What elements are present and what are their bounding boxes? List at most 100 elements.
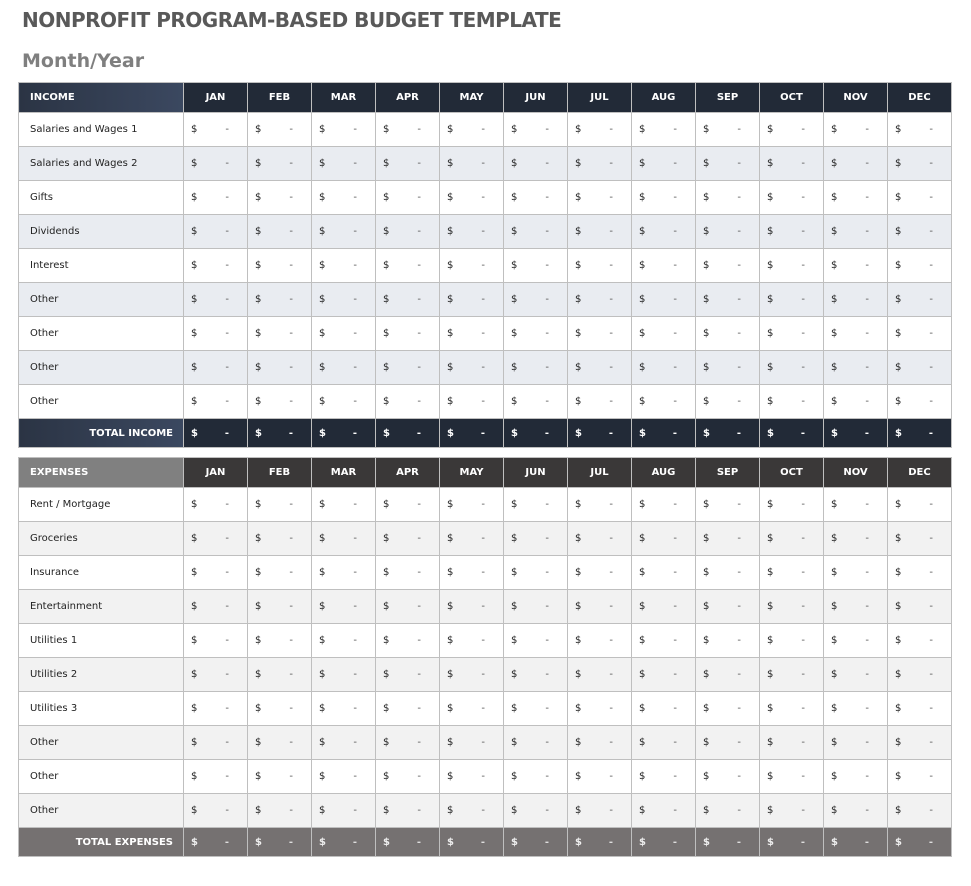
expenses-row-cell-oct[interactable]: $ -	[759, 759, 824, 794]
income-row-cell-mar[interactable]: $ -	[311, 248, 376, 283]
expenses-row-cell-oct[interactable]: $ -	[759, 521, 824, 556]
expenses-row-cell-dec[interactable]: $ -	[887, 691, 952, 726]
income-row-cell-may[interactable]: $ -	[439, 248, 504, 283]
expenses-row-cell-sep[interactable]: $ -	[695, 793, 760, 828]
expenses-row-cell-apr[interactable]: $ -	[375, 623, 440, 658]
income-row-cell-jun[interactable]: $ -	[503, 350, 568, 385]
income-row-cell-nov[interactable]: $ -	[823, 180, 888, 215]
expenses-row-cell-mar[interactable]: $ -	[311, 657, 376, 692]
expenses-row-cell-apr[interactable]: $ -	[375, 657, 440, 692]
income-row-cell-nov[interactable]: $ -	[823, 384, 888, 419]
expenses-row-cell-jun[interactable]: $ -	[503, 793, 568, 828]
expenses-row-cell-jan[interactable]: $ -	[183, 487, 248, 522]
income-row-cell-jan[interactable]: $ -	[183, 316, 248, 351]
income-row-cell-aug[interactable]: $ -	[631, 282, 696, 317]
expenses-row-cell-jul[interactable]: $ -	[567, 759, 632, 794]
expenses-row-cell-apr[interactable]: $ -	[375, 691, 440, 726]
expenses-row-cell-jun[interactable]: $ -	[503, 521, 568, 556]
expenses-row-cell-aug[interactable]: $ -	[631, 657, 696, 692]
expenses-row-cell-dec[interactable]: $ -	[887, 487, 952, 522]
income-row-cell-sep[interactable]: $ -	[695, 146, 760, 181]
expenses-row-cell-mar[interactable]: $ -	[311, 793, 376, 828]
expenses-row-cell-jun[interactable]: $ -	[503, 623, 568, 658]
expenses-row-cell-feb[interactable]: $ -	[247, 521, 312, 556]
expenses-row-cell-feb[interactable]: $ -	[247, 555, 312, 590]
expenses-row-cell-feb[interactable]: $ -	[247, 487, 312, 522]
income-row-cell-jul[interactable]: $ -	[567, 384, 632, 419]
expenses-row-cell-dec[interactable]: $ -	[887, 793, 952, 828]
income-row-cell-feb[interactable]: $ -	[247, 384, 312, 419]
expenses-total-row-cell-apr[interactable]: $ -	[375, 827, 440, 857]
income-row-cell-mar[interactable]: $ -	[311, 214, 376, 249]
expenses-row-cell-nov[interactable]: $ -	[823, 555, 888, 590]
expenses-row-cell-jun[interactable]: $ -	[503, 725, 568, 760]
expenses-row-cell-sep[interactable]: $ -	[695, 691, 760, 726]
income-row-cell-oct[interactable]: $ -	[759, 316, 824, 351]
expenses-total-row-cell-aug[interactable]: $ -	[631, 827, 696, 857]
expenses-row-cell-jul[interactable]: $ -	[567, 623, 632, 658]
expenses-row-cell-mar[interactable]: $ -	[311, 487, 376, 522]
income-row-cell-jun[interactable]: $ -	[503, 214, 568, 249]
income-row-cell-may[interactable]: $ -	[439, 180, 504, 215]
expenses-row-cell-nov[interactable]: $ -	[823, 623, 888, 658]
income-row-cell-may[interactable]: $ -	[439, 316, 504, 351]
income-row-cell-oct[interactable]: $ -	[759, 248, 824, 283]
income-row-cell-apr[interactable]: $ -	[375, 248, 440, 283]
expenses-row-cell-nov[interactable]: $ -	[823, 589, 888, 624]
expenses-row-cell-nov[interactable]: $ -	[823, 691, 888, 726]
income-row-cell-mar[interactable]: $ -	[311, 350, 376, 385]
expenses-row-cell-dec[interactable]: $ -	[887, 521, 952, 556]
income-row-cell-dec[interactable]: $ -	[887, 384, 952, 419]
income-row-cell-nov[interactable]: $ -	[823, 112, 888, 147]
expenses-row-cell-may[interactable]: $ -	[439, 555, 504, 590]
income-row-cell-jan[interactable]: $ -	[183, 282, 248, 317]
expenses-row-cell-feb[interactable]: $ -	[247, 725, 312, 760]
income-row-cell-apr[interactable]: $ -	[375, 350, 440, 385]
income-row-cell-sep[interactable]: $ -	[695, 248, 760, 283]
income-row-cell-feb[interactable]: $ -	[247, 350, 312, 385]
expenses-row-cell-mar[interactable]: $ -	[311, 691, 376, 726]
expenses-row-cell-nov[interactable]: $ -	[823, 793, 888, 828]
income-row-cell-jun[interactable]: $ -	[503, 146, 568, 181]
expenses-row-cell-apr[interactable]: $ -	[375, 521, 440, 556]
income-row-cell-feb[interactable]: $ -	[247, 248, 312, 283]
expenses-row-cell-nov[interactable]: $ -	[823, 487, 888, 522]
expenses-row-cell-oct[interactable]: $ -	[759, 589, 824, 624]
expenses-total-row-cell-may[interactable]: $ -	[439, 827, 504, 857]
income-row-cell-feb[interactable]: $ -	[247, 146, 312, 181]
expenses-row-cell-mar[interactable]: $ -	[311, 555, 376, 590]
income-row-cell-jan[interactable]: $ -	[183, 112, 248, 147]
income-row-cell-feb[interactable]: $ -	[247, 112, 312, 147]
income-row-cell-sep[interactable]: $ -	[695, 350, 760, 385]
expenses-row-cell-sep[interactable]: $ -	[695, 759, 760, 794]
expenses-row-cell-feb[interactable]: $ -	[247, 589, 312, 624]
expenses-row-cell-jul[interactable]: $ -	[567, 555, 632, 590]
expenses-row-cell-aug[interactable]: $ -	[631, 691, 696, 726]
income-row-cell-dec[interactable]: $ -	[887, 282, 952, 317]
income-row-cell-apr[interactable]: $ -	[375, 384, 440, 419]
expenses-row-cell-nov[interactable]: $ -	[823, 657, 888, 692]
income-row-cell-apr[interactable]: $ -	[375, 316, 440, 351]
expenses-row-cell-jan[interactable]: $ -	[183, 555, 248, 590]
income-row-cell-may[interactable]: $ -	[439, 146, 504, 181]
income-row-cell-may[interactable]: $ -	[439, 214, 504, 249]
expenses-row-cell-may[interactable]: $ -	[439, 759, 504, 794]
expenses-row-cell-jun[interactable]: $ -	[503, 691, 568, 726]
income-row-cell-jun[interactable]: $ -	[503, 248, 568, 283]
expenses-row-cell-feb[interactable]: $ -	[247, 759, 312, 794]
expenses-row-cell-may[interactable]: $ -	[439, 487, 504, 522]
expenses-row-cell-may[interactable]: $ -	[439, 623, 504, 658]
expenses-row-cell-aug[interactable]: $ -	[631, 793, 696, 828]
income-row-cell-may[interactable]: $ -	[439, 282, 504, 317]
income-row-cell-apr[interactable]: $ -	[375, 214, 440, 249]
expenses-row-cell-apr[interactable]: $ -	[375, 487, 440, 522]
expenses-total-row-cell-sep[interactable]: $ -	[695, 827, 760, 857]
expenses-total-row-cell-nov[interactable]: $ -	[823, 827, 888, 857]
income-row-cell-jan[interactable]: $ -	[183, 384, 248, 419]
expenses-row-cell-aug[interactable]: $ -	[631, 759, 696, 794]
expenses-row-cell-aug[interactable]: $ -	[631, 589, 696, 624]
income-total-row-cell-nov[interactable]: $ -	[823, 418, 888, 448]
expenses-row-cell-dec[interactable]: $ -	[887, 759, 952, 794]
income-row-cell-dec[interactable]: $ -	[887, 146, 952, 181]
expenses-row-cell-oct[interactable]: $ -	[759, 487, 824, 522]
